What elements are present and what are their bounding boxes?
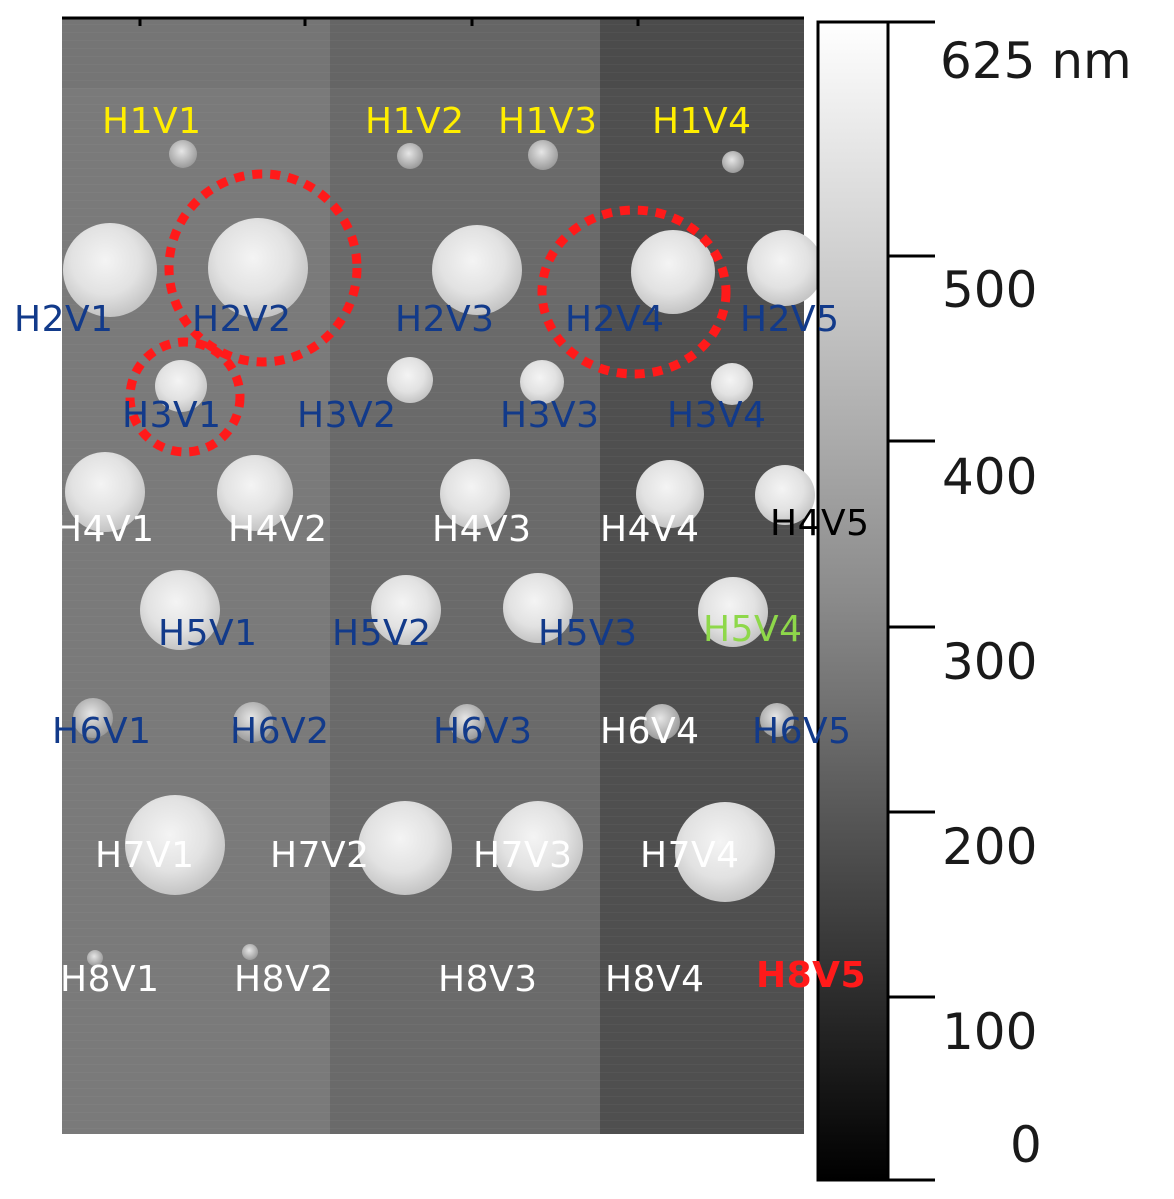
highlight-ring-h3v1	[125, 337, 245, 457]
grid-label-h4v1: H4V1	[55, 509, 155, 550]
grid-label-h2v4: H2V4	[565, 299, 665, 340]
scale-tick-100: 100	[942, 1003, 1038, 1061]
dot-h7v1	[125, 795, 225, 895]
dot-h7v3	[493, 801, 583, 891]
scale-tick-400: 400	[942, 448, 1038, 506]
highlight-rings	[125, 169, 731, 457]
scale-unit-label: 625 nm	[940, 32, 1132, 90]
dot-h2v3	[432, 225, 522, 315]
grid-label-h4v4: H4V4	[600, 509, 700, 550]
dot-h5v3	[503, 573, 573, 643]
grid-label-h8v5: H8V5	[756, 955, 867, 996]
dot-h1v4	[722, 151, 744, 173]
dot-h6v5	[760, 703, 794, 737]
grid-label-h4v5: H4V5	[770, 503, 870, 544]
dot-grid	[63, 140, 823, 966]
dot-h3v3	[520, 360, 564, 404]
grid-label-h1v2: H1V2	[365, 101, 465, 142]
grid-label-h6v4: H6V4	[600, 711, 700, 752]
grid-label-h5v3: H5V3	[538, 613, 638, 654]
dot-h5v1	[140, 570, 220, 650]
dot-h1v3	[528, 140, 558, 170]
grid-label-h2v5: H2V5	[740, 299, 840, 340]
grid-label-h3v3: H3V3	[500, 395, 600, 436]
grid-label-h3v4: H3V4	[667, 395, 767, 436]
grid-label-h7v4: H7V4	[640, 835, 740, 876]
dot-h4v5	[755, 465, 815, 525]
grid-label-h7v2: H7V2	[270, 835, 370, 876]
dot-h1v2	[397, 143, 423, 169]
grid-label-h8v4: H8V4	[605, 959, 705, 1000]
color-scale-bar	[816, 20, 935, 1182]
grid-label-h4v2: H4V2	[228, 509, 328, 550]
scale-tick-500: 500	[942, 261, 1038, 319]
dot-h6v1	[73, 698, 113, 738]
dot-h6v3	[449, 704, 485, 740]
grid-label-h1v4: H1V4	[652, 101, 752, 142]
dot-h6v2	[233, 702, 273, 742]
dot-h4v4	[636, 460, 704, 528]
grid-label-h8v1: H8V1	[60, 959, 160, 1000]
afm-panel	[62, 16, 804, 1134]
dot-h7v2	[358, 801, 452, 895]
grid-label-h1v3: H1V3	[498, 101, 598, 142]
grid-label-h2v3: H2V3	[395, 299, 495, 340]
dot-h3v1	[155, 360, 207, 412]
dot-h1v1	[169, 140, 197, 168]
dot-h4v2	[217, 455, 293, 531]
highlight-ring-h2v4	[537, 205, 731, 379]
scale-tick-200: 200	[942, 818, 1038, 876]
grid-label-h8v3: H8V3	[438, 959, 538, 1000]
grid-label-h2v1: H2V1	[14, 299, 114, 340]
dot-h2v4	[631, 230, 715, 314]
grid-label-h6v2: H6V2	[230, 711, 330, 752]
scale-tick-300: 300	[942, 633, 1038, 691]
grid-label-h5v2: H5V2	[332, 613, 432, 654]
grid-label-h1v1: H1V1	[102, 101, 202, 142]
dot-h8v2	[242, 944, 258, 960]
dot-h2v2	[208, 218, 308, 318]
dot-h4v1	[65, 452, 145, 532]
dot-h7v4	[675, 802, 775, 902]
grid-label-h6v3: H6V3	[433, 711, 533, 752]
dot-h2v5	[747, 230, 823, 306]
grid-label-h5v1: H5V1	[158, 613, 258, 654]
grid-label-h6v1: H6V1	[52, 711, 152, 752]
scale-tick-0: 0	[1010, 1116, 1042, 1174]
top-tick-marks	[62, 16, 804, 26]
dot-h8v1	[87, 950, 103, 966]
grid-label-h7v3: H7V3	[473, 835, 573, 876]
grid-label-h8v2: H8V2	[234, 959, 334, 1000]
grid-label-h4v3: H4V3	[432, 509, 532, 550]
grid-label-h6v5: H6V5	[752, 711, 852, 752]
dot-h3v4	[711, 363, 753, 405]
grid-label-h2v2: H2V2	[192, 299, 292, 340]
grid-label-h5v4: H5V4	[703, 609, 803, 650]
dot-h6v4	[644, 704, 680, 740]
dot-h4v3	[440, 459, 510, 529]
dot-h5v2	[371, 575, 441, 645]
dot-h5v4	[698, 577, 768, 647]
grid-label-h3v2: H3V2	[297, 395, 397, 436]
dot-h3v2	[387, 357, 433, 403]
dot-h2v1	[63, 223, 157, 317]
highlight-ring-h2v2	[164, 169, 362, 367]
grid-label-h3v1: H3V1	[122, 395, 222, 436]
grid-label-h7v1: H7V1	[95, 835, 195, 876]
